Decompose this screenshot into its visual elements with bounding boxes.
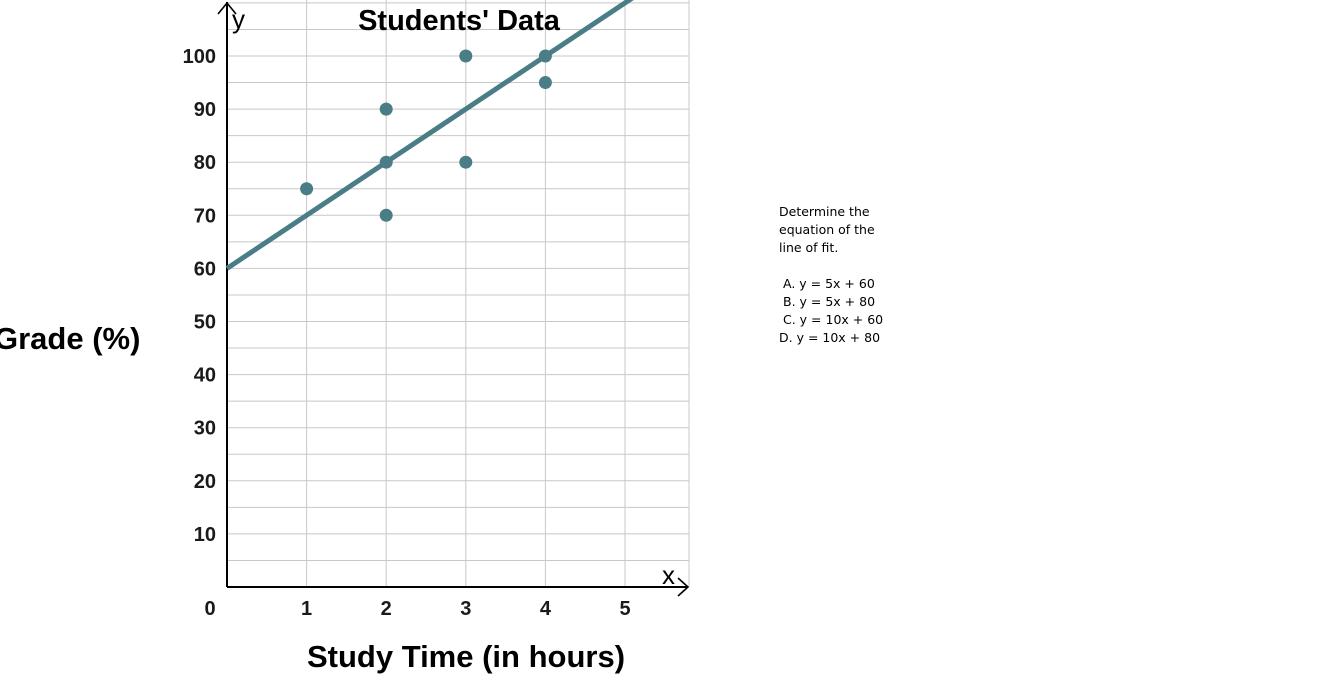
y-tick-label: 30: [194, 418, 216, 440]
x-tick-label: 2: [381, 598, 392, 620]
x-tick-label: 3: [460, 598, 471, 620]
minor-gridlines: [227, 28, 689, 561]
x-tick-label: 0: [204, 598, 215, 620]
y-axis-arrow: [217, 1, 237, 15]
x-axis-letter: x: [662, 560, 675, 590]
y-axis-title: Grade (%): [0, 321, 140, 356]
data-point: [300, 182, 314, 196]
question-prompt: Determine the equation of the line of fi…: [779, 204, 875, 255]
x-axis-arrow: [677, 577, 690, 597]
option-b: B. y = 5x + 80: [783, 294, 876, 309]
y-tick-label: 10: [194, 524, 216, 546]
y-tick-label: 70: [194, 205, 216, 227]
x-axis-title: Study Time (in hours): [307, 639, 625, 674]
y-tick-label: 100: [183, 46, 216, 68]
question-panel: Determine the equation of the line of fi…: [779, 203, 899, 347]
data-point: [379, 155, 393, 169]
y-tick-labels: 10 20 30 40 50 60 70 80 90 100: [183, 46, 216, 546]
x-tick-label: 1: [301, 598, 312, 620]
chart-title: Students' Data: [358, 5, 561, 37]
y-tick-label: 80: [194, 152, 216, 174]
line-of-fit-group: [225, 0, 634, 271]
axes: [217, 1, 690, 597]
data-point: [538, 76, 552, 90]
y-axis-letter: y: [232, 4, 245, 34]
y-tick-label: 40: [194, 365, 216, 387]
y-tick-label: 90: [194, 99, 216, 121]
y-tick-label: 50: [194, 312, 216, 334]
data-point: [379, 102, 393, 116]
line-of-fit: [225, 0, 634, 271]
x-tick-label: 5: [619, 598, 630, 620]
x-tick-labels: 0 1 2 3 4 5: [204, 598, 630, 620]
data-point: [459, 155, 473, 169]
major-gridlines: [227, 0, 690, 587]
data-points: [300, 49, 552, 222]
data-point: [538, 49, 552, 63]
option-c: C. y = 10x + 60: [783, 312, 884, 327]
data-point: [459, 49, 473, 63]
scatter-chart: 0 1 2 3 4 5 10 20 30 40 50 60 70 80 90 100 Students' D…: [0, 0, 690, 674]
option-a: A. y = 5x + 60: [783, 276, 875, 291]
x-tick-label: 4: [540, 598, 552, 620]
y-tick-label: 20: [194, 471, 216, 493]
option-d: D. y = 10x + 80: [779, 330, 881, 345]
data-point: [379, 208, 393, 222]
y-tick-label: 60: [194, 258, 216, 280]
